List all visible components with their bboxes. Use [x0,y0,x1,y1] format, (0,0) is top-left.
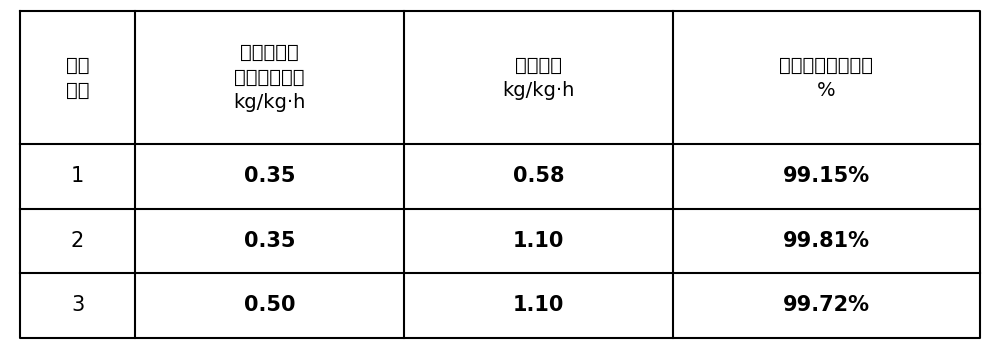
Text: 己二酸二甲酯收率
%: 己二酸二甲酯收率 % [779,55,873,100]
Text: 3: 3 [71,295,84,315]
Text: 0.35: 0.35 [244,231,295,251]
Text: 99.15%: 99.15% [783,166,870,186]
Text: 0.58: 0.58 [513,166,564,186]
Text: 2: 2 [71,231,84,251]
Text: 1.10: 1.10 [513,231,564,251]
Text: 1.10: 1.10 [513,295,564,315]
Text: 0.35: 0.35 [244,166,295,186]
Text: 预酯化反应
产物液体空速
kg/kg·h: 预酯化反应 产物液体空速 kg/kg·h [233,43,306,112]
Text: 99.72%: 99.72% [783,295,870,315]
Text: 99.81%: 99.81% [783,231,870,251]
Text: 0.50: 0.50 [244,295,295,315]
Text: 甲醇空速
kg/kg·h: 甲醇空速 kg/kg·h [502,55,575,100]
Text: 实验
序号: 实验 序号 [66,55,89,100]
Text: 1: 1 [71,166,84,186]
